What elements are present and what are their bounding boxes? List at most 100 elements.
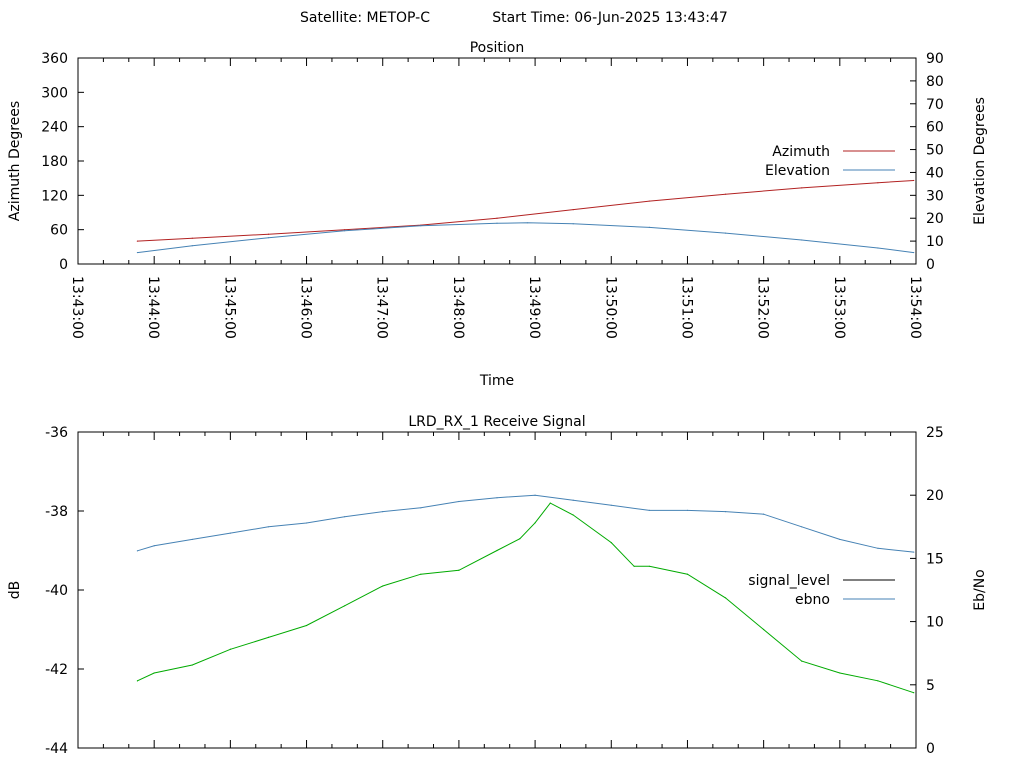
data-point-Elevation (136, 251, 139, 254)
data-point-ebno (877, 547, 879, 549)
x-tick-label: 13:51:00 (678, 276, 694, 339)
x-tick-label: 13:52:00 (755, 276, 771, 339)
y-right-axis-label: Elevation Degrees (972, 97, 988, 225)
data-point-ebno (305, 522, 308, 524)
receive-signal-chart: LRD_RX_1 Receive Signal -44 -42 -40 -38 -36 0 5… (7, 414, 988, 757)
y-right-tick-label: 20 (926, 211, 944, 227)
data-point-Elevation (191, 245, 193, 247)
y-left-tick-label: 360 (41, 51, 68, 67)
y-right-tick-label: 0 (926, 741, 935, 757)
data-point-ebno (913, 551, 915, 553)
data-point-Elevation (877, 247, 879, 249)
data-point-Elevation (420, 225, 422, 227)
data-point-ebno (534, 494, 536, 496)
data-point-signal_level (801, 660, 803, 662)
plot-frame (77, 431, 917, 749)
data-point-Elevation (648, 226, 650, 228)
x-tick-label: 13:48:00 (450, 276, 466, 339)
data-point-Azimuth (801, 187, 803, 189)
data-point-ebno (382, 511, 384, 513)
y-right-tick-label: 25 (926, 425, 944, 441)
data-point-signal_level (382, 585, 384, 587)
y-right-tick-label: 70 (926, 97, 944, 113)
y-left-tick-label: 240 (41, 120, 68, 136)
data-point-ebno (344, 516, 346, 518)
data-point-signal_level (496, 549, 498, 552)
x-tick-label: 13:50:00 (602, 276, 618, 339)
y-left-tick-label: 60 (50, 223, 68, 239)
data-point-ebno (648, 509, 650, 511)
series-line-ebno (137, 494, 914, 553)
data-point-signal_level (839, 672, 841, 674)
y-right-tick-label: 50 (926, 143, 944, 159)
data-point-ebno (153, 545, 155, 547)
data-point-signal_level (136, 680, 139, 682)
y-right-tick-label: 10 (926, 615, 944, 631)
data-point-signal_level (305, 624, 308, 627)
x-tick-label: 13:54:00 (907, 276, 923, 339)
data-point-Azimuth (191, 237, 193, 239)
data-point-ebno (724, 511, 727, 513)
y-right-tick-label: 15 (926, 551, 944, 567)
data-point-Azimuth (877, 182, 879, 184)
data-point-ebno (267, 526, 270, 528)
plot-title: LRD_RX_1 Receive Signal (408, 414, 585, 430)
y-left-axis-label: Azimuth Degrees (7, 101, 23, 221)
data-point-signal_level (344, 605, 346, 607)
data-point-ebno (801, 526, 803, 528)
data-point-signal_level (534, 522, 536, 524)
legend-label-signal_level: signal_level (748, 573, 830, 589)
legend-label-Azimuth: Azimuth (772, 144, 830, 160)
data-point-signal_level (763, 628, 765, 631)
y-left-tick-label: -38 (45, 504, 68, 520)
data-point-signal_level (519, 538, 521, 540)
y-left-tick-label: 0 (59, 257, 68, 273)
x-tick-label: 13:49:00 (526, 276, 542, 339)
y-left-tick-label: -40 (45, 583, 68, 599)
data-point-ebno (610, 504, 612, 506)
legend-label-ebno: ebno (795, 592, 830, 608)
data-point-ebno (572, 499, 574, 501)
data-point-ebno (458, 500, 460, 503)
data-point-signal_level (913, 692, 915, 694)
y-right-tick-label: 60 (926, 120, 944, 136)
data-point-Elevation (496, 222, 498, 224)
data-point-Elevation (724, 232, 727, 234)
data-point-signal_level (153, 672, 155, 674)
y-right-tick-label: 10 (926, 234, 944, 250)
data-point-signal_level (191, 664, 193, 666)
data-point-Elevation (801, 239, 803, 241)
data-point-signal_level (648, 565, 650, 567)
y-left-tick-label: 180 (41, 154, 68, 170)
data-point-signal_level (724, 597, 727, 599)
data-point-Azimuth (724, 193, 727, 195)
y-left-tick-label: -42 (45, 662, 68, 678)
data-point-ebno (191, 538, 193, 541)
data-point-signal_level (610, 542, 612, 544)
y-right-tick-label: 20 (926, 488, 944, 504)
legend-label-Elevation: Elevation (765, 163, 830, 179)
data-point-signal_level (229, 648, 231, 650)
data-point-Elevation (344, 230, 346, 232)
data-point-Elevation (572, 223, 574, 225)
data-point-Azimuth (572, 209, 574, 211)
data-point-ebno (686, 509, 689, 511)
y-left-tick-label: 120 (41, 188, 68, 204)
data-point-signal_level (458, 569, 460, 571)
data-point-signal_level (267, 636, 270, 639)
y-right-tick-label: 0 (926, 257, 935, 273)
y-right-tick-label: 5 (926, 678, 935, 694)
data-point-ebno (136, 550, 139, 552)
y-right-tick-label: 80 (926, 74, 944, 90)
data-point-Azimuth (344, 229, 346, 231)
data-point-Elevation (267, 237, 270, 239)
x-axis-label: Time (479, 373, 514, 389)
plot-title: Position (470, 40, 525, 56)
data-point-signal_level (572, 514, 574, 516)
data-point-Azimuth (496, 217, 498, 219)
y-left-tick-label: -44 (45, 741, 68, 757)
data-point-signal_level (549, 502, 551, 504)
start-time-title: Start Time: 06-Jun-2025 13:43:47 (492, 10, 728, 26)
satellite-title: Satellite: METOP-C (300, 10, 430, 26)
